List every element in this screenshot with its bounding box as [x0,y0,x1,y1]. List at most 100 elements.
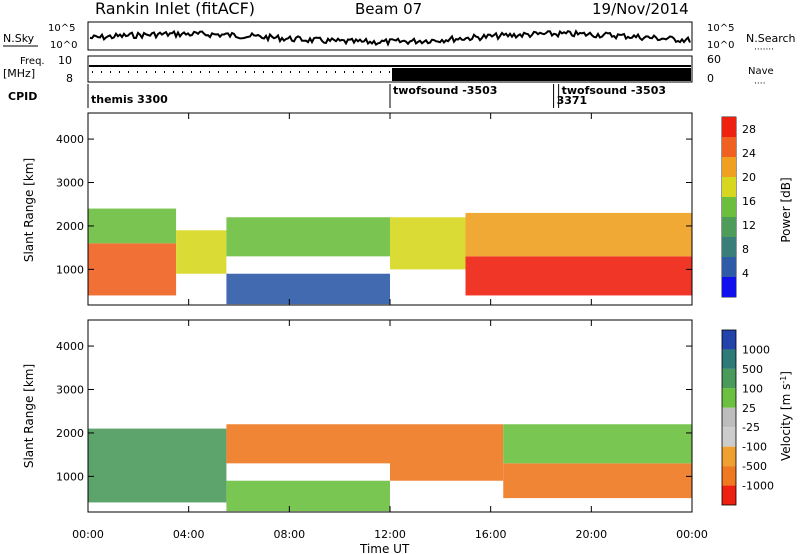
velocity-colorbar-step [722,446,736,467]
x-axis-label: Time UT [359,542,410,554]
power-region [465,212,692,257]
power-y-ticks: 1000 2000 3000 4000 [56,133,692,276]
beam-label: Beam 07 [355,0,422,18]
velocity-colorbar-tick: 100 [742,382,763,395]
nsky-tick-low: 10^0 [50,40,77,51]
velocity-colorbar-tick: -500 [742,460,767,473]
velocity-y-ticks: 1000 2000 3000 4000 [56,340,692,483]
power-region [465,256,692,296]
y-tick-label: 3000 [56,177,84,190]
velocity-colorbar-ticks: 1000 500 100 25 -25 -100 -500 -1000 [742,343,774,492]
power-colorbar-tick: 12 [742,219,756,232]
velocity-colorbar-step [722,368,736,389]
freq-tick-low: 8 [66,72,73,85]
power-colorbar-fill [722,117,736,297]
power-colorbar-tick: 24 [742,147,756,160]
time-axis-ticks: 00:00 04:00 08:00 12:00 16:00 20:00 00:00 [72,113,708,541]
nave-label: Nave [748,66,774,77]
x-tick-label: 12:00 [374,528,406,541]
power-heatmap-regions [88,208,692,305]
power-colorbar-step [722,157,736,177]
velocity-region [226,480,390,512]
cpid-segment-label: 3371 [557,94,588,107]
power-colorbar-step [722,257,736,277]
velocity-colorbar-fill [722,330,736,505]
date-label: 19/Nov/2014 [592,0,689,18]
x-tick-label: 04:00 [173,528,205,541]
power-colorbar-tick: 28 [742,123,756,136]
velocity-colorbar-step [722,349,736,369]
velocity-heatmap-regions [88,424,692,512]
power-y-axis-label: Slant Range [km] [22,158,36,262]
power-colorbar-tick: 8 [742,243,749,256]
y-tick-label: 2000 [56,427,84,440]
x-tick-label: 00:00 [676,528,708,541]
nsearch-tick-high: 10^5 [707,23,734,34]
velocity-region [390,424,504,481]
power-colorbar-tick: 20 [742,171,756,184]
power-colorbar-step [722,217,736,237]
nsearch-dotted-marker: ······· [754,45,774,55]
velocity-region [503,424,692,464]
x-tick-label: 08:00 [273,528,305,541]
nsky-tick-high: 10^5 [48,23,75,34]
power-colorbar-ticks: 28 24 20 16 12 8 4 [742,123,756,280]
power-colorbar-step [722,197,736,217]
station-title: Rankin Inlet (fitACF) [95,0,255,18]
y-tick-label: 4000 [56,340,84,353]
velocity-colorbar-tick: -1000 [742,480,774,493]
power-colorbar-step [722,117,736,137]
power-colorbar-step [722,137,736,157]
y-tick-label: 1000 [56,263,84,276]
nsky-trace [89,29,691,47]
power-colorbar-step [722,177,736,197]
nsearch-label: N.Search [746,32,796,45]
power-colorbar-step [722,237,736,257]
x-tick-label: 20:00 [575,528,607,541]
x-tick-label: 00:00 [72,528,104,541]
velocity-colorbar-step [722,427,736,447]
freq-panel-frame [87,55,693,83]
velocity-colorbar-tick: 500 [742,363,763,376]
power-colorbar-tick: 4 [742,267,749,280]
velocity-colorbar-step [722,485,736,505]
nave-tick-low: 0 [707,72,714,85]
power-region [176,230,227,274]
power-region [88,243,177,296]
power-panel: Slant Range [km] 1000 2000 3000 4000 28 24 20… [22,112,793,306]
nave-bar-block [392,68,691,81]
nsky-label: N.Sky [3,32,35,45]
velocity-colorbar-tick: 25 [742,402,756,415]
power-region [226,217,390,257]
power-colorbar-step [722,277,736,297]
velocity-region [226,424,390,464]
velocity-colorbar-label: Velocity [m s-1] [779,371,794,461]
freq-label-2: [MHz] [3,67,35,80]
cpid-label: CPID [8,90,37,103]
nave-dotted-marker: ···· [754,79,765,89]
velocity-colorbar-step [722,330,736,350]
nsearch-tick-low: 10^0 [707,40,734,51]
cpid-segment-label: twofsound -3503 [562,84,666,97]
power-region [226,273,390,305]
power-colorbar-tick: 16 [742,195,756,208]
velocity-colorbar-step [722,388,736,408]
velocity-region [88,428,227,503]
velocity-colorbar [721,329,737,506]
nsky-panel-frame [87,21,693,51]
power-region [390,217,466,270]
velocity-region [503,463,692,499]
velocity-colorbar-step [722,407,736,428]
y-tick-label: 1000 [56,470,84,483]
velocity-colorbar-tick: -100 [742,441,767,454]
power-region [88,208,177,244]
y-tick-label: 2000 [56,220,84,233]
velocity-y-axis-label: Slant Range [km] [22,364,36,468]
freq-label-1: Freq. [20,56,45,67]
y-tick-label: 3000 [56,384,84,397]
y-tick-label: 4000 [56,133,84,146]
velocity-panel: Slant Range [km] 1000 2000 3000 4000 1000 50… [22,319,794,513]
nave-tick-high: 60 [707,53,721,66]
